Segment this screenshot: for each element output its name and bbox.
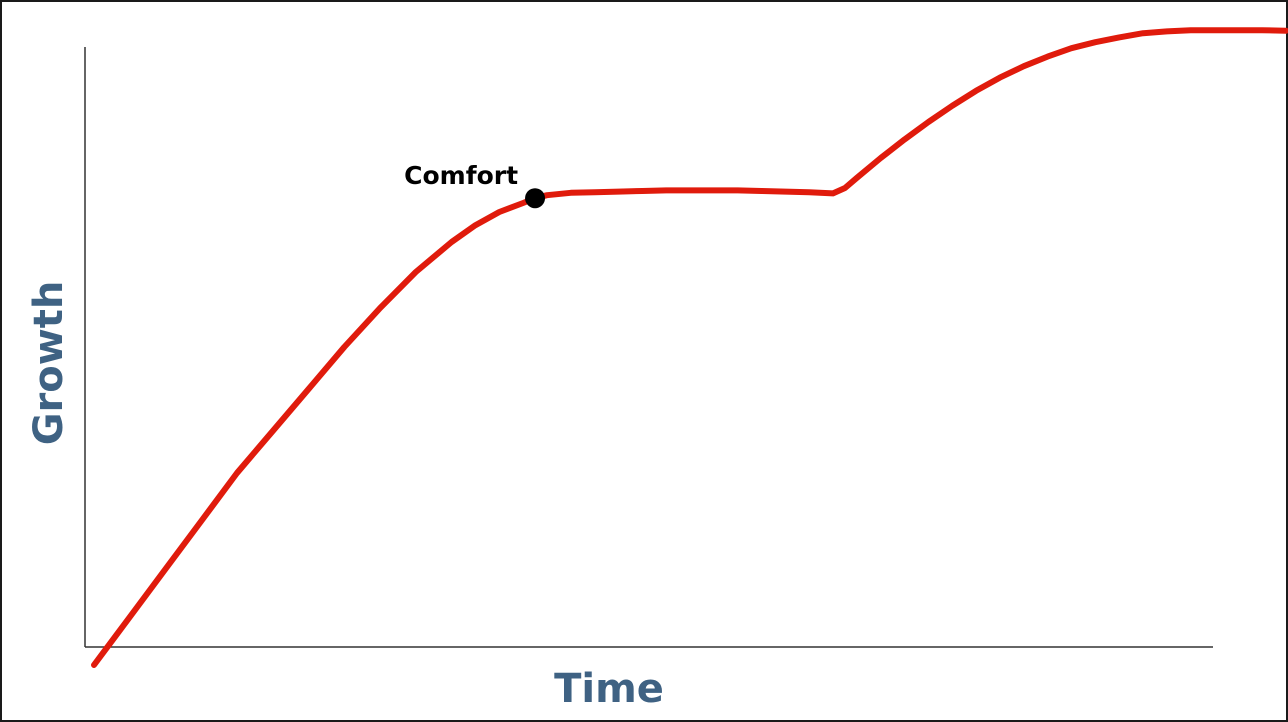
growth-curve	[91, 27, 1288, 668]
comfort-marker	[525, 188, 546, 209]
comfort-label: Comfort	[404, 161, 518, 190]
y-axis-label: Growth	[26, 281, 72, 446]
x-axis-label: Time	[554, 666, 664, 712]
